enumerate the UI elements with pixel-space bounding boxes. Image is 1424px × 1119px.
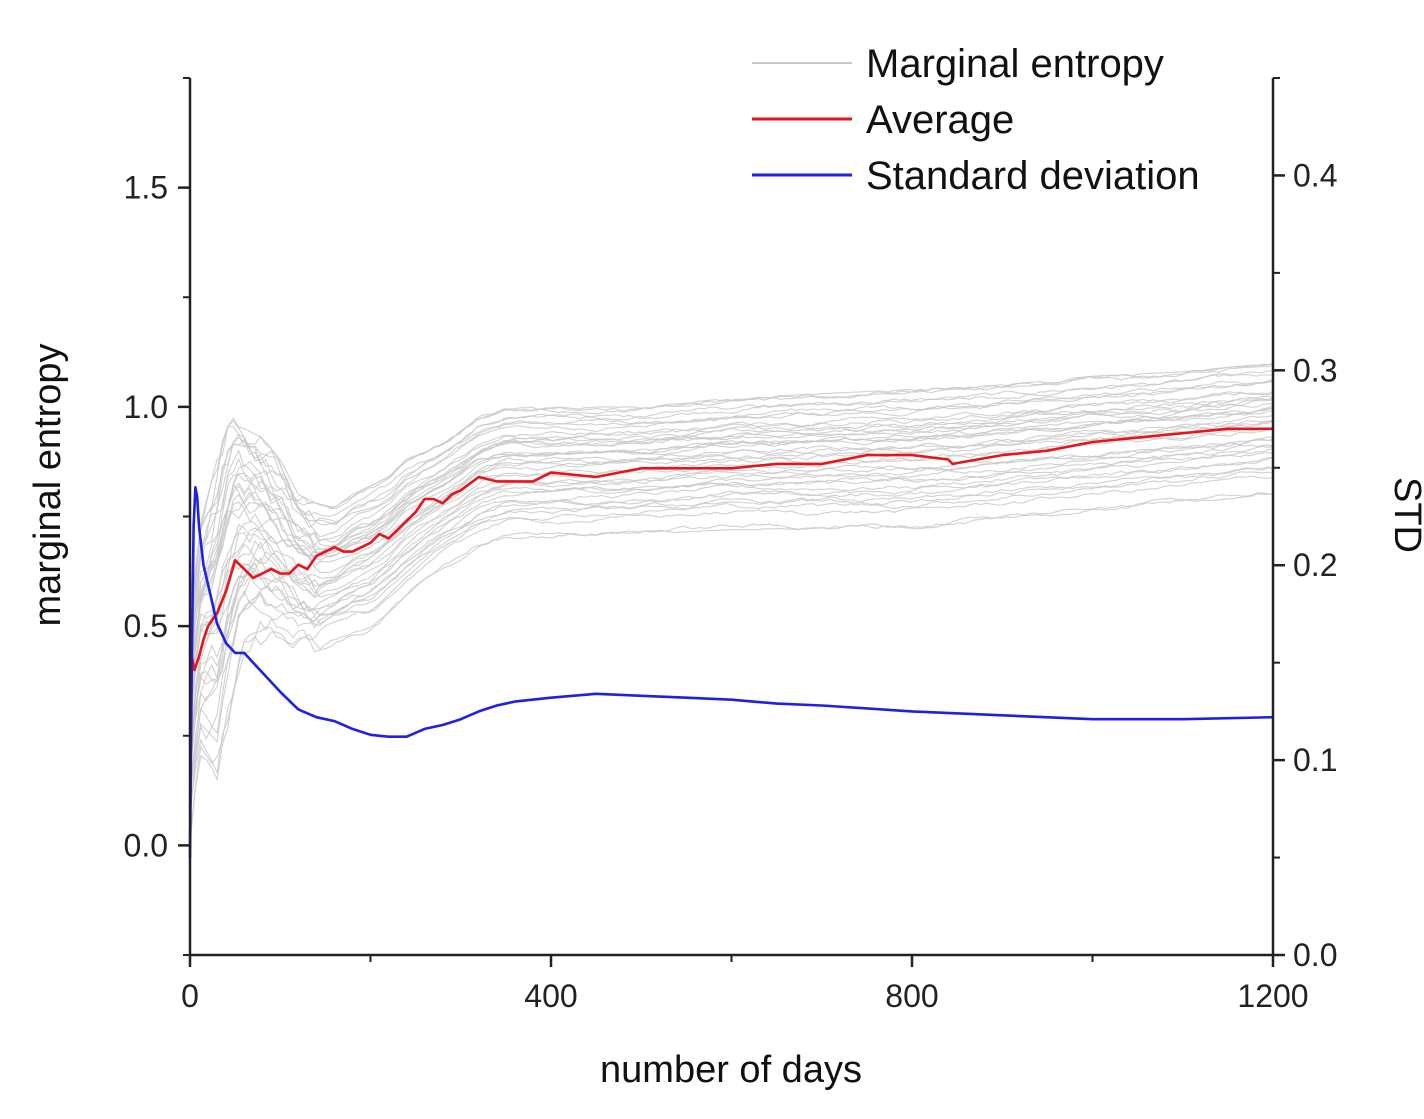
y-right-tick-label-2: 0.2 bbox=[1293, 547, 1337, 583]
marginal-entropy-line-24 bbox=[189, 397, 1274, 698]
marginal-entropy-line-31 bbox=[189, 391, 1274, 682]
y-left-tick-label-0: 0.0 bbox=[124, 827, 168, 863]
std-series bbox=[188, 486, 1274, 858]
marginal-entropy-line-34 bbox=[189, 399, 1274, 682]
marginal-entropy-line-10 bbox=[189, 390, 1274, 676]
marginal-entropy-lines bbox=[189, 362, 1274, 845]
marginal-entropy-line-22 bbox=[189, 448, 1274, 761]
marginal-entropy-line-32 bbox=[189, 492, 1274, 841]
y-left-axis-title: marginal entropy bbox=[27, 343, 69, 626]
y-right-tick-label-4: 0.4 bbox=[1293, 157, 1337, 193]
y-right-tick-label-1: 0.1 bbox=[1293, 742, 1337, 778]
marginal-entropy-line-13 bbox=[189, 467, 1274, 793]
x-axis-title: number of days bbox=[600, 1049, 862, 1091]
marginal-entropy-line-21 bbox=[189, 471, 1274, 816]
y-left-tick-label-3: 1.5 bbox=[124, 170, 168, 206]
marginal-entropy-line-19 bbox=[189, 419, 1274, 719]
x-tick-label-1: 400 bbox=[524, 978, 577, 1014]
marginal-entropy-line-0 bbox=[189, 408, 1273, 707]
marginal-entropy-line-29 bbox=[189, 426, 1274, 724]
marginal-entropy-line-18 bbox=[189, 493, 1274, 845]
marginal-entropy-line-35 bbox=[189, 378, 1274, 665]
marginal-entropy-line-4 bbox=[189, 436, 1273, 750]
legend-label-average: Average bbox=[866, 98, 1014, 142]
marginal-entropy-line-27 bbox=[189, 428, 1274, 746]
standard-deviation-line bbox=[188, 486, 1274, 858]
y-right-tick-label-3: 0.3 bbox=[1293, 352, 1337, 388]
average-line bbox=[188, 427, 1273, 672]
marginal-entropy-line-25 bbox=[189, 456, 1274, 800]
x-tick-label-2: 800 bbox=[885, 978, 938, 1014]
legend-label-standard-deviation: Standard deviation bbox=[866, 154, 1200, 198]
marginal-entropy-line-37 bbox=[189, 362, 1274, 637]
marginal-entropy-line-8 bbox=[189, 445, 1274, 771]
y-left-ticks: 0.0 0.5 1.0 1.5 bbox=[124, 77, 190, 956]
marginal-entropy-line-30 bbox=[189, 397, 1274, 691]
marginal-entropy-line-39 bbox=[189, 444, 1274, 756]
y-right-tick-label-0: 0.0 bbox=[1293, 937, 1337, 973]
marginal-entropy-line-14 bbox=[189, 438, 1274, 756]
y-right-axis-title: STD bbox=[1386, 477, 1424, 553]
marginal-entropy-line-26 bbox=[189, 406, 1274, 708]
y-left-tick-label-1: 0.5 bbox=[124, 608, 168, 644]
x-tick-label-0: 0 bbox=[181, 978, 199, 1014]
average-series bbox=[188, 427, 1273, 672]
marginal-entropy-line-2 bbox=[189, 370, 1274, 638]
marginal-entropy-line-38 bbox=[189, 466, 1274, 809]
y-right-ticks: 0.0 0.1 0.2 0.3 0.4 bbox=[1273, 77, 1337, 973]
x-tick-label-3: 1200 bbox=[1237, 978, 1308, 1014]
x-ticks: 0 400 800 1200 bbox=[181, 955, 1309, 1014]
marginal-entropy-line-17 bbox=[189, 475, 1274, 812]
legend-label-marginal-entropy: Marginal entropy bbox=[866, 42, 1164, 86]
marginal-entropy-line-15 bbox=[189, 373, 1274, 650]
y-left-tick-label-2: 1.0 bbox=[124, 389, 168, 425]
marginal-entropy-line-6 bbox=[189, 451, 1274, 773]
marginal-entropy-line-36 bbox=[189, 363, 1274, 638]
legend: Marginal entropy Average Standard deviat… bbox=[752, 42, 1200, 198]
marginal-entropy-line-9 bbox=[189, 410, 1274, 694]
marginal-entropy-line-20 bbox=[189, 456, 1274, 787]
